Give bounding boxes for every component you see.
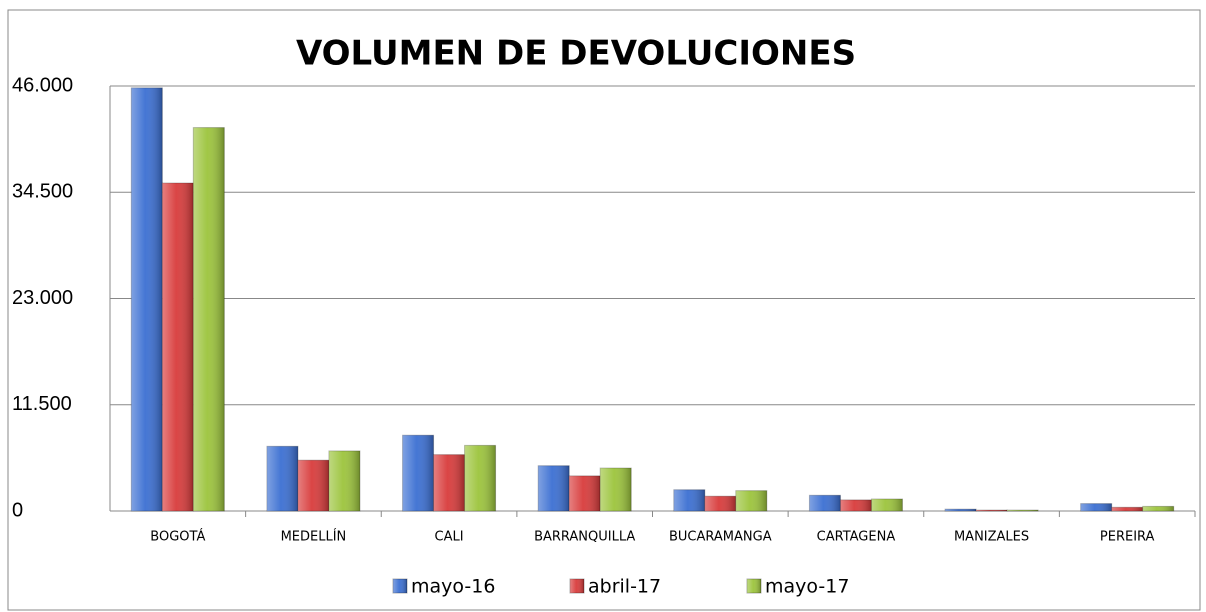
x-tick-label: BOGOTÁ [150, 529, 205, 545]
y-tick-label: 11.500 [12, 393, 72, 415]
bar-shade [840, 499, 872, 511]
bar-shade [673, 489, 705, 511]
legend-label: abril-17 [588, 576, 661, 598]
legend-swatch-shade [570, 579, 584, 593]
bar-shade [328, 450, 360, 511]
bar-shade [538, 465, 570, 511]
bar-shade [266, 446, 298, 511]
bar-shade [433, 454, 465, 511]
legend-label: mayo-17 [765, 576, 849, 598]
x-tick-label: PEREIRA [1100, 530, 1155, 545]
bar-shade [871, 498, 903, 511]
bar-shade [704, 496, 736, 511]
x-tick-label: MANIZALES [954, 530, 1029, 545]
bar-shade [945, 509, 977, 511]
bar-shade [976, 510, 1008, 511]
legend-label: mayo-16 [411, 576, 495, 598]
bar-shade [297, 460, 329, 511]
bar-shade [162, 183, 194, 511]
y-tick-label: 46.000 [12, 74, 73, 96]
x-tick-label: MEDELLÍN [281, 529, 347, 545]
y-tick-label: 0 [12, 499, 23, 521]
bar-shade [735, 490, 767, 511]
bar-shade [1142, 506, 1174, 511]
x-tick-label: CARTAGENA [817, 530, 896, 545]
legend-swatch-shade [747, 579, 761, 593]
bar-shade [1111, 507, 1143, 511]
bar-shade [131, 87, 163, 511]
bar-shade [1007, 510, 1039, 511]
y-tick-label: 23.000 [12, 287, 73, 309]
x-tick-label: BUCARAMANGA [669, 530, 772, 545]
bar-shade [600, 468, 632, 511]
bar-shade [1080, 503, 1112, 511]
bar-shade [193, 127, 225, 512]
chart-title: VOLUMEN DE DEVOLUCIONES [296, 34, 856, 74]
y-tick-label: 34.500 [12, 181, 73, 203]
bar-shade [464, 445, 496, 511]
bar-shade [402, 435, 434, 511]
bar-shade [809, 495, 841, 511]
legend-swatch-shade [393, 579, 407, 593]
x-tick-label: BARRANQUILLA [534, 530, 635, 545]
bar-shade [569, 475, 601, 511]
x-tick-label: CALI [435, 530, 464, 545]
